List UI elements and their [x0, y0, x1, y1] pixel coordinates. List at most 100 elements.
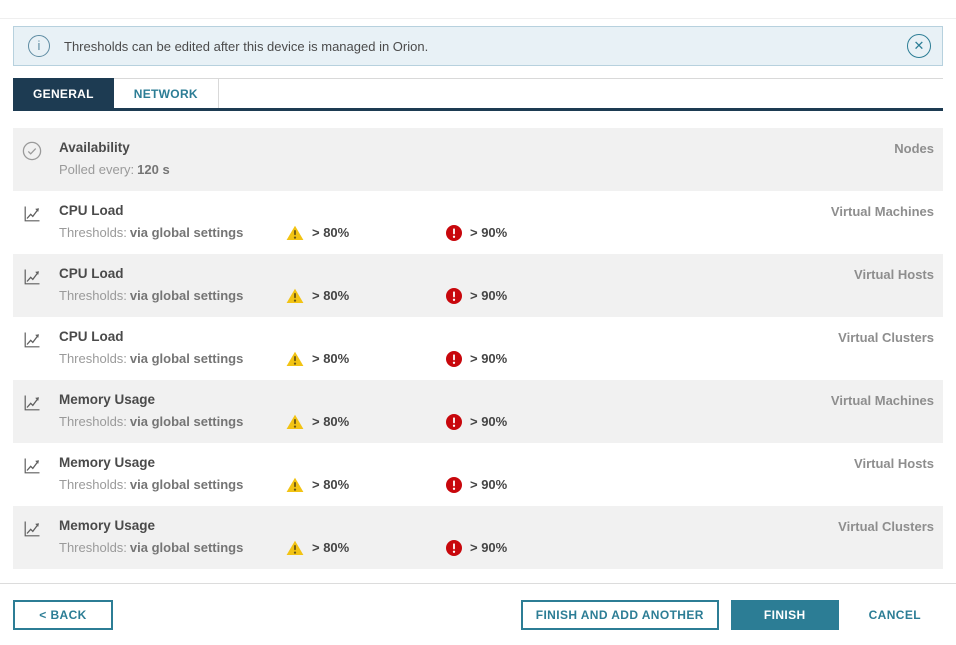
critical-threshold: > 90%: [446, 414, 507, 430]
row-title: Memory Usage: [59, 518, 156, 533]
sub-value: via global settings: [129, 351, 244, 366]
finish-button[interactable]: FINISH: [730, 600, 839, 630]
warning-triangle-icon: [286, 351, 304, 366]
warning-threshold: > 80%: [286, 225, 349, 241]
row-title: Memory Usage: [59, 455, 156, 470]
check-circle-icon: [22, 141, 42, 161]
row-title: CPU Load: [59, 266, 124, 281]
tab-underline: [13, 108, 943, 111]
critical-threshold: > 90%: [446, 351, 507, 367]
sub-value: via global settings: [129, 477, 244, 492]
warning-threshold: > 80%: [286, 351, 349, 367]
warning-threshold: > 80%: [286, 477, 349, 493]
warning-triangle-icon: [286, 225, 304, 240]
row-category: Virtual Hosts: [854, 267, 934, 282]
sub-value: via global settings: [129, 288, 244, 303]
critical-value: > 90%: [470, 351, 508, 366]
sub-label: Thresholds:: [59, 540, 127, 555]
line-chart-icon: [24, 206, 40, 222]
row-subline: Thresholds: via global settings > 80% > 9…: [59, 540, 934, 558]
back-button[interactable]: < BACK: [13, 600, 113, 630]
row-category: Virtual Clusters: [838, 519, 934, 534]
close-icon[interactable]: ✕: [907, 34, 931, 58]
row-title: CPU Load: [59, 329, 124, 344]
sub-value: via global settings: [129, 414, 244, 429]
row-subline: Polled every: 120 s: [59, 162, 934, 180]
row-subline: Thresholds: via global settings > 80% > 9…: [59, 414, 934, 432]
tab-bar: GENERAL NETWORK: [13, 78, 943, 109]
row-cpu-load-vc: CPU Load Thresholds: via global settings …: [13, 317, 943, 380]
warning-value: > 80%: [312, 414, 350, 429]
warning-triangle-icon: [286, 414, 304, 429]
row-category: Virtual Machines: [830, 393, 934, 408]
row-availability: Availability Polled every: 120 s Nodes: [13, 128, 943, 191]
critical-value: > 90%: [470, 414, 508, 429]
critical-value: > 90%: [470, 540, 508, 555]
warning-value: > 80%: [312, 540, 350, 555]
line-chart-icon: [24, 458, 40, 474]
sub-label: Thresholds:: [59, 225, 127, 240]
critical-value: > 90%: [470, 288, 508, 303]
critical-threshold: > 90%: [446, 540, 507, 556]
warning-triangle-icon: [286, 477, 304, 492]
warning-value: > 80%: [312, 351, 350, 366]
row-cpu-load-vm: CPU Load Thresholds: via global settings …: [13, 191, 943, 254]
row-cpu-load-vh: CPU Load Thresholds: via global settings …: [13, 254, 943, 317]
sub-label: Thresholds:: [59, 414, 127, 429]
critical-circle-icon: [446, 351, 462, 367]
row-subline: Thresholds: via global settings > 80% > 9…: [59, 477, 934, 495]
line-chart-icon: [24, 521, 40, 537]
row-category: Virtual Clusters: [838, 330, 934, 345]
row-subline: Thresholds: via global settings > 80% > 9…: [59, 225, 934, 243]
line-chart-icon: [24, 332, 40, 348]
line-chart-icon: [24, 395, 40, 411]
row-category: Virtual Hosts: [854, 456, 934, 471]
row-memory-usage-vh: Memory Usage Thresholds: via global setti…: [13, 443, 943, 506]
critical-threshold: > 90%: [446, 477, 507, 493]
critical-circle-icon: [446, 414, 462, 430]
sub-value: via global settings: [129, 540, 244, 555]
tab-general[interactable]: GENERAL: [13, 78, 114, 109]
row-title: CPU Load: [59, 203, 124, 218]
warning-threshold: > 80%: [286, 288, 349, 304]
banner-message: Thresholds can be edited after this devi…: [64, 38, 429, 54]
warning-value: > 80%: [312, 225, 350, 240]
row-memory-usage-vc: Memory Usage Thresholds: via global setti…: [13, 506, 943, 569]
critical-value: > 90%: [470, 477, 508, 492]
sub-label: Polled every:: [59, 162, 135, 177]
row-title: Availability: [59, 140, 130, 155]
row-subline: Thresholds: via global settings > 80% > 9…: [59, 351, 934, 369]
row-subline: Thresholds: via global settings > 80% > 9…: [59, 288, 934, 306]
finish-and-add-another-button[interactable]: FINISH AND ADD ANOTHER: [520, 600, 719, 630]
critical-threshold: > 90%: [446, 288, 507, 304]
sub-label: Thresholds:: [59, 351, 127, 366]
info-icon: i: [28, 35, 50, 57]
footer-divider: [0, 583, 956, 584]
sub-label: Thresholds:: [59, 477, 127, 492]
warning-value: > 80%: [312, 477, 350, 492]
info-banner: i Thresholds can be edited after this de…: [13, 26, 943, 66]
critical-circle-icon: [446, 288, 462, 304]
critical-circle-icon: [446, 225, 462, 241]
critical-value: > 90%: [470, 225, 508, 240]
critical-circle-icon: [446, 477, 462, 493]
warning-triangle-icon: [286, 288, 304, 303]
wizard-footer: < BACK FINISH AND ADD ANOTHER FINISH CAN…: [13, 600, 943, 630]
line-chart-icon: [24, 269, 40, 285]
row-memory-usage-vm: Memory Usage Thresholds: via global setti…: [13, 380, 943, 443]
metric-list: Availability Polled every: 120 s Nodes CP…: [13, 128, 943, 569]
warning-triangle-icon: [286, 540, 304, 555]
sub-label: Thresholds:: [59, 288, 127, 303]
cancel-button[interactable]: CANCEL: [869, 600, 921, 630]
row-title: Memory Usage: [59, 392, 156, 407]
tab-network[interactable]: NETWORK: [113, 79, 219, 109]
critical-circle-icon: [446, 540, 462, 556]
warning-threshold: > 80%: [286, 540, 349, 556]
critical-threshold: > 90%: [446, 225, 507, 241]
row-category: Nodes: [894, 141, 934, 156]
warning-threshold: > 80%: [286, 414, 349, 430]
sub-value: via global settings: [129, 225, 244, 240]
sub-value: 120 s: [137, 162, 170, 177]
row-category: Virtual Machines: [830, 204, 934, 219]
top-hairline: [0, 18, 956, 19]
